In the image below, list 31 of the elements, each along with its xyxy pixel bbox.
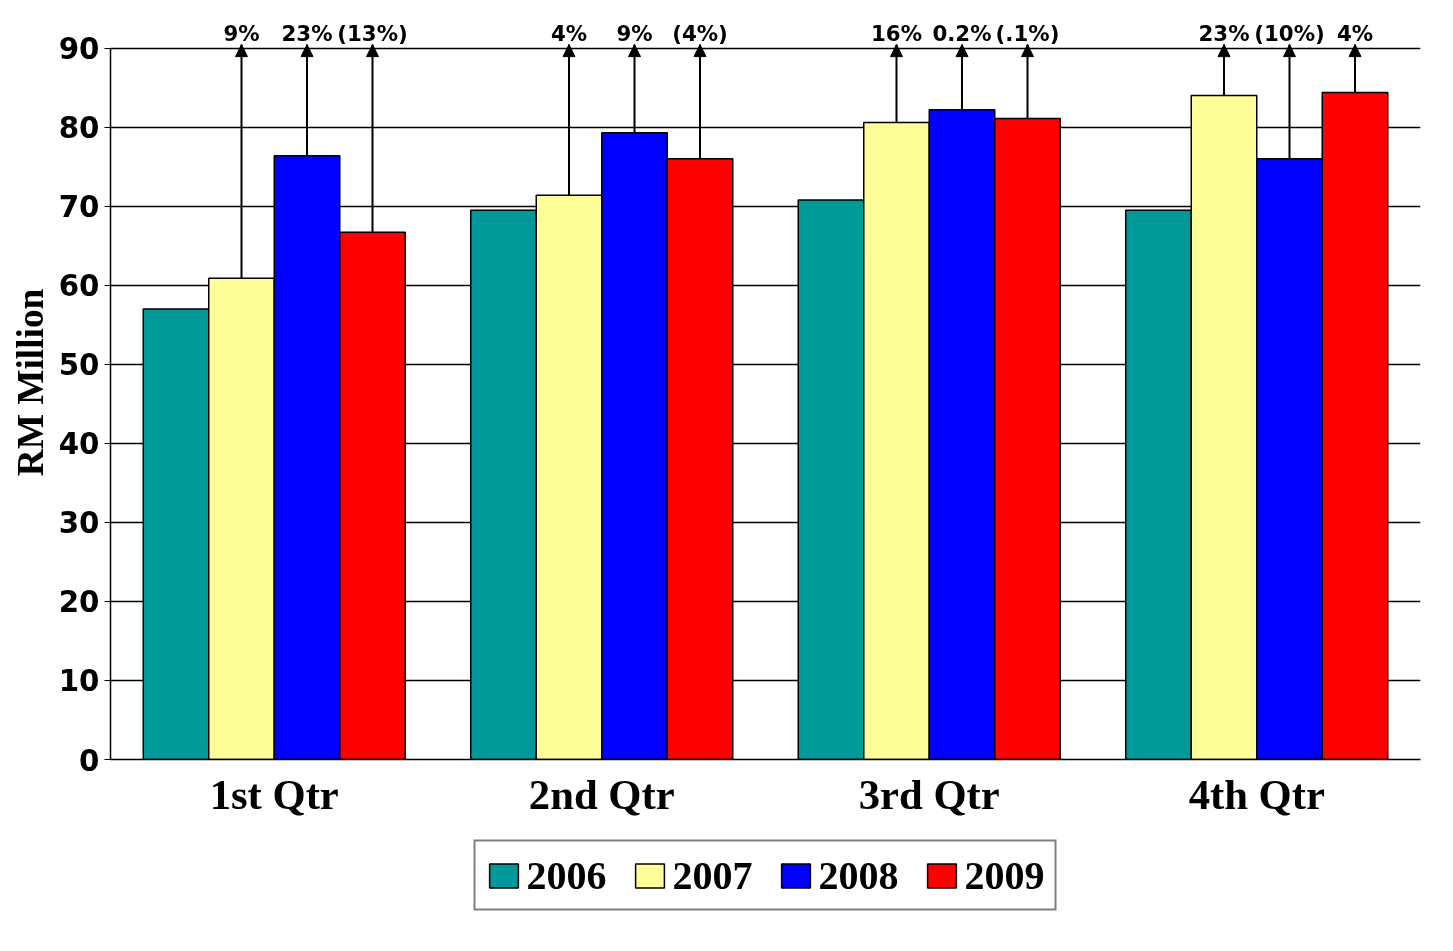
text: 16% <box>870 21 923 47</box>
text: (.1%) <box>995 21 1060 47</box>
text: 4% <box>550 21 588 47</box>
legend-label: 2009 <box>964 851 1045 899</box>
text: (4%) <box>672 21 728 47</box>
text: 23% <box>281 21 333 47</box>
text: 9% <box>616 21 653 47</box>
text: (13%) <box>337 21 408 47</box>
text: 23% <box>1198 21 1250 47</box>
y-tick-label: 90 <box>58 32 100 67</box>
y-tick-label: 30 <box>58 506 100 541</box>
y-tick-label: 20 <box>58 585 100 620</box>
legend-label: 2006 <box>526 851 607 899</box>
y-tick-label: 40 <box>58 427 100 462</box>
y-axis-title: RM Million <box>9 288 51 477</box>
x-tick-label: 2nd Qtr <box>528 770 675 818</box>
legend-label: 2007 <box>672 851 753 899</box>
text: 0.2% <box>932 21 992 47</box>
y-tick-label: 80 <box>58 111 100 146</box>
y-tick-label: 0 <box>79 743 100 778</box>
text: 4% <box>1336 21 1374 47</box>
y-tick-label: 60 <box>58 269 100 304</box>
text: (10%) <box>1254 21 1325 47</box>
y-tick-label: 50 <box>58 348 100 383</box>
x-tick-label: 4th Qtr <box>1188 770 1325 818</box>
y-tick-label: 10 <box>58 664 100 699</box>
x-tick-label: 1st Qtr <box>209 770 339 818</box>
text: 9% <box>223 21 260 47</box>
y-tick-label: 70 <box>58 190 100 225</box>
x-tick-label: 3rd Qtr <box>858 770 1000 818</box>
legend-label: 2008 <box>818 851 899 899</box>
